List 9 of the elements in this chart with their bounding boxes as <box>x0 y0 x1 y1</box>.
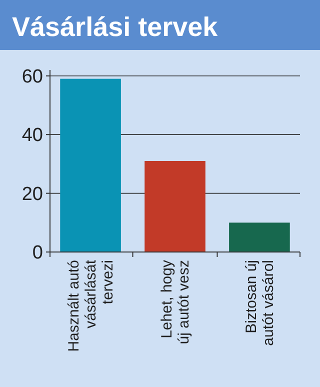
y-tick-label: 0 <box>32 242 43 264</box>
bar <box>60 78 121 252</box>
y-tick-label: 60 <box>22 66 43 88</box>
bar <box>144 161 206 252</box>
chart-title: Vásárlási tervek <box>12 12 219 42</box>
y-tick-label: 20 <box>22 184 43 205</box>
x-tick-label: Használt autó vásárlását tervezi <box>66 259 117 352</box>
y-tick-label: 40 <box>22 125 43 146</box>
bar <box>229 222 290 252</box>
